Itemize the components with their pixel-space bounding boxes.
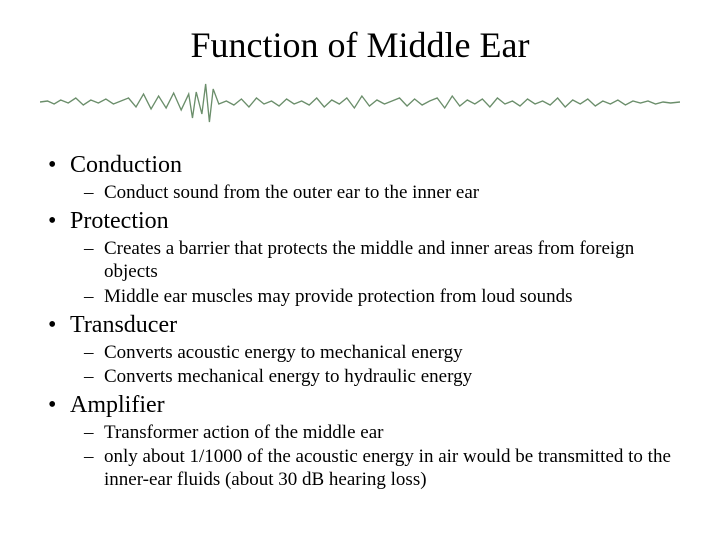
- sub-item: Creates a barrier that protects the midd…: [104, 237, 680, 283]
- sub-item: Converts acoustic energy to mechanical e…: [104, 341, 680, 364]
- sub-item: only about 1/1000 of the acoustic energy…: [104, 445, 680, 491]
- sub-list: Converts acoustic energy to mechanical e…: [70, 341, 680, 388]
- sub-list: Conduct sound from the outer ear to the …: [70, 181, 680, 204]
- sub-item: Converts mechanical energy to hydraulic …: [104, 365, 680, 388]
- page-title: Function of Middle Ear: [40, 24, 680, 66]
- bullet-label: Amplifier: [70, 392, 165, 418]
- sub-list: Transformer action of the middle ear onl…: [70, 421, 680, 492]
- sub-item: Middle ear muscles may provide protectio…: [104, 285, 680, 308]
- sub-list: Creates a barrier that protects the midd…: [70, 237, 680, 308]
- sub-item: Transformer action of the middle ear: [104, 421, 680, 444]
- bullet-label: Conduction: [70, 152, 182, 178]
- bullet-item: Transducer Converts acoustic energy to m…: [70, 312, 680, 388]
- bullet-label: Transducer: [70, 312, 177, 338]
- bullet-item: Protection Creates a barrier that protec…: [70, 208, 680, 308]
- slide: Function of Middle Ear Conduction Conduc…: [0, 0, 720, 540]
- waveform-path: [40, 84, 680, 122]
- bullet-item: Amplifier Transformer action of the midd…: [70, 392, 680, 492]
- bullet-label: Protection: [70, 208, 169, 234]
- bullet-list: Conduction Conduct sound from the outer …: [40, 152, 680, 492]
- waveform-divider: [40, 74, 680, 134]
- sub-item: Conduct sound from the outer ear to the …: [104, 181, 680, 204]
- bullet-item: Conduction Conduct sound from the outer …: [70, 152, 680, 204]
